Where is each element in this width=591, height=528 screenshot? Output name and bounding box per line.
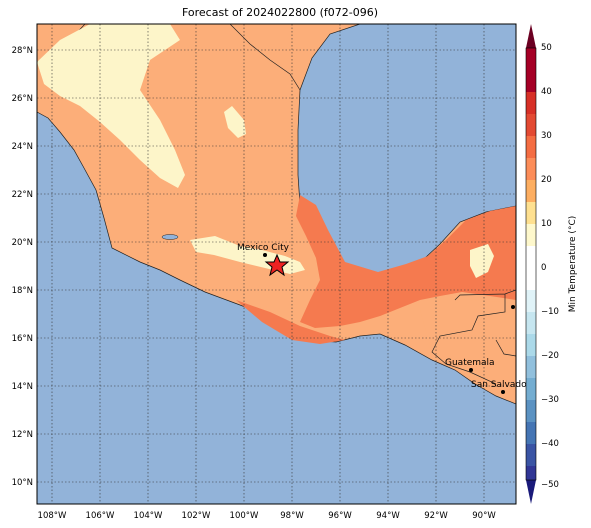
colorbar-tick: −10 xyxy=(541,307,559,317)
colorbar-segment xyxy=(526,422,536,444)
region-mild-south xyxy=(420,300,516,396)
lon-tick: 108°W xyxy=(38,511,67,521)
colorbar-segment xyxy=(526,158,536,180)
country-borders xyxy=(229,24,516,385)
city-label-guatemala: Guatemala xyxy=(445,358,495,368)
lon-tick: 106°W xyxy=(86,511,115,521)
colorbar-tick: 40 xyxy=(541,87,552,97)
lat-tick-labels: 28°N 26°N 24°N 22°N 20°N 18°N 16°N 14°N … xyxy=(12,46,33,488)
colorbar-segment xyxy=(526,356,536,378)
colorbar-segment xyxy=(526,92,536,114)
colorbar-segment xyxy=(526,136,536,158)
colorbar-tick: −20 xyxy=(541,351,559,361)
lat-tick: 28°N xyxy=(12,46,33,56)
lat-tick: 10°N xyxy=(12,478,33,488)
lon-tick: 102°W xyxy=(182,511,211,521)
region-mild-patch xyxy=(224,106,246,138)
city-label-san-salvador: San Salvador xyxy=(471,380,531,390)
colorbar-tick: 50 xyxy=(541,43,552,53)
lon-tick: 96°W xyxy=(328,511,352,521)
gridlines xyxy=(37,24,516,504)
map-title: Forecast of 2024022800 (f072-096) xyxy=(181,6,379,19)
region-mild-east xyxy=(470,244,494,278)
city-dot-east-edge xyxy=(511,305,515,309)
colorbar-segment xyxy=(526,312,536,334)
colorbar: 50 40 30 20 10 0 −10 −20 −30 −40 −50 Min… xyxy=(525,24,578,504)
colorbar-tick: 30 xyxy=(541,131,552,141)
colorbar-segment xyxy=(526,202,536,224)
forecast-point-star-icon xyxy=(264,253,290,277)
colorbar-frame xyxy=(525,47,537,481)
colorbar-tick: 0 xyxy=(541,263,546,273)
colorbar-tick: 20 xyxy=(541,175,552,185)
colorbar-segment xyxy=(526,70,536,92)
colorbar-top-arrow xyxy=(526,24,536,48)
lat-tick: 18°N xyxy=(12,286,33,296)
colorbar-tick: −50 xyxy=(541,480,559,490)
lon-tick: 92°W xyxy=(424,511,448,521)
colorbar-bottom-arrow xyxy=(526,480,536,504)
lat-tick: 20°N xyxy=(12,238,33,248)
lat-tick: 24°N xyxy=(12,142,33,152)
lon-tick: 100°W xyxy=(230,511,259,521)
map-frame xyxy=(36,23,517,505)
colorbar-segment xyxy=(526,466,536,480)
colorbar-segment xyxy=(526,224,536,246)
colorbar-tick: −40 xyxy=(541,439,559,449)
colorbar-segment xyxy=(526,246,536,268)
lon-tick: 94°W xyxy=(376,511,400,521)
colorbar-segment xyxy=(526,400,536,422)
lake xyxy=(161,234,179,240)
city-markers: Mexico City Guatemala San Salvador xyxy=(237,243,531,394)
region-warmer-coast xyxy=(236,300,345,344)
lon-tick: 104°W xyxy=(134,511,163,521)
colorbar-segment xyxy=(526,268,536,290)
colorbar-segment xyxy=(526,444,536,466)
lat-tick: 14°N xyxy=(12,382,33,392)
colorbar-label: Min Temperature (°C) xyxy=(568,216,578,313)
colorbar-segment xyxy=(526,114,536,136)
colorbar-segment xyxy=(526,378,536,400)
colorbar-tick: 10 xyxy=(541,219,552,229)
lat-tick: 16°N xyxy=(12,334,33,344)
lat-tick: 26°N xyxy=(12,94,33,104)
colorbar-segment xyxy=(526,48,536,70)
lon-tick: 90°W xyxy=(472,511,496,521)
colorbar-segment xyxy=(526,334,536,356)
city-dot-guatemala xyxy=(469,368,473,372)
lon-tick: 98°W xyxy=(280,511,304,521)
colorbar-segment xyxy=(526,180,536,202)
city-dot-mexico-city xyxy=(263,253,267,257)
region-warmer-south xyxy=(296,195,516,328)
city-dot-san-salvador xyxy=(501,390,505,394)
city-label-mexico-city: Mexico City xyxy=(237,243,290,253)
lat-tick: 22°N xyxy=(12,190,33,200)
colorbar-segment xyxy=(526,290,536,312)
colorbar-tick: −30 xyxy=(541,395,559,405)
lon-tick-labels: 108°W 106°W 104°W 102°W 100°W 98°W 96°W … xyxy=(38,511,497,521)
lat-tick: 12°N xyxy=(12,430,33,440)
